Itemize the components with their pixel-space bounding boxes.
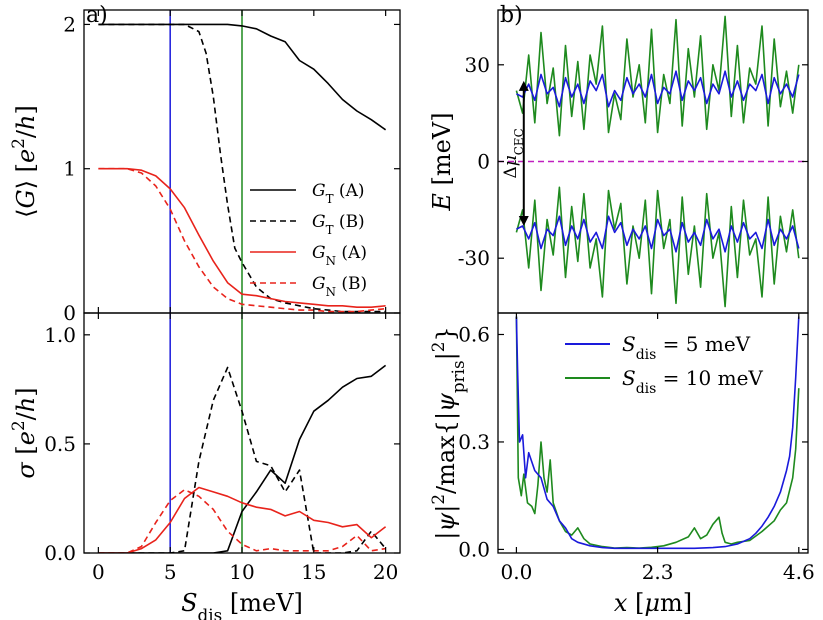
panels: 0 1 2 ⟨G⟩ [e2/h] GT (A) GT (B) GN (A) GN (B) 0 5 1… — [8, 9, 815, 620]
ytick-label-a_top-1: 1 — [63, 157, 76, 181]
xtick-label-b_bottom-1: 2.3 — [642, 560, 674, 584]
series-b_bottom-0 — [515, 316, 800, 550]
series-a_bottom-1 — [98, 366, 387, 553]
legend-b-label-0: Sdis = 5 meV — [622, 332, 751, 363]
panel-a_top: 0 1 2 ⟨G⟩ [e2/h] GT (A) GT (B) GN (A) GN (B) — [8, 9, 401, 325]
ylabel-b_bottom: |ψ|2/max{|ψpris|2} — [428, 326, 468, 539]
xtick-label-b_bottom-0: 0.0 — [501, 560, 533, 584]
series-a_bottom-3 — [98, 488, 386, 553]
ytick-label-b_top-1: 0 — [477, 150, 490, 174]
annotation-label: ΔμCEC — [501, 128, 526, 178]
xlabel-b_bottom: x [μm] — [614, 589, 692, 617]
panel-b_top: -30 0 30 E [meV] ΔμCEC — [428, 9, 809, 314]
ylabel-b_top: E [meV] — [428, 112, 456, 211]
series-b_top-0 — [516, 70, 800, 108]
xtick-label-a_bottom-0: 0 — [92, 560, 105, 584]
legend-a-label-1: GT (B) — [312, 212, 365, 237]
series-a_top-3 — [98, 167, 386, 313]
ytick-label-b_bottom-0: 0.0 — [458, 537, 490, 561]
ytick-label-b_top-0: -30 — [458, 246, 490, 270]
series-a_bottom-2 — [98, 486, 387, 553]
plot-area-a_top — [98, 10, 387, 313]
legend-a-label-3: GN (B) — [312, 274, 367, 299]
series-b_top-0-mirror — [516, 215, 800, 253]
annotation-arrow-head-up — [518, 80, 529, 91]
xtick-label-a_bottom-4: 20 — [373, 560, 398, 584]
ylabel-a_top: ⟨G⟩ [e2/h] — [8, 105, 40, 218]
xtick-label-b_bottom-2: 4.6 — [783, 560, 815, 584]
legend-a-label-0: GT (A) — [312, 181, 364, 206]
xtick-label-a_bottom-1: 5 — [164, 560, 177, 584]
series-a_bottom-0 — [98, 364, 387, 553]
ytick-label-b_top-2: 30 — [465, 53, 490, 77]
panel-a_bottom: 0 5 10 15 20 0.0 0.5 1.0 σ [e2/h] Sdis [meV] — [8, 312, 401, 620]
plot-area-b_bottom — [515, 316, 800, 550]
legend-b-label-1: Sdis = 10 meV — [622, 366, 763, 397]
annotation-delta-mu: ΔμCEC — [501, 80, 529, 226]
xtick-label-a_bottom-2: 10 — [229, 560, 254, 584]
series-a_top-2 — [98, 167, 386, 309]
series-a_top-0 — [98, 23, 387, 131]
frame-b_bottom — [497, 312, 809, 554]
panel-label-a: a) — [86, 3, 108, 28]
ytick-label-a_top-0: 0 — [63, 301, 76, 325]
ylabel-a_bottom: σ [e2/h] — [8, 387, 40, 478]
series-a_top-1 — [98, 23, 386, 313]
panel-label-b: b) — [500, 3, 523, 28]
panel-b_bottom: 0.0 2.3 4.6 0.0 0.3 0.6|ψ|2/max{|ψpris|2} x [μ… — [428, 312, 815, 617]
ytick-label-b_bottom-1: 0.3 — [458, 430, 490, 454]
annotation-arrow-head-down — [518, 215, 529, 226]
ytick-label-a_bottom-2: 1.0 — [44, 323, 76, 347]
xlabel-a_bottom: Sdis [meV] — [181, 589, 303, 620]
plot-area-a_bottom — [98, 313, 387, 553]
ytick-label-a_bottom-1: 0.5 — [44, 432, 76, 456]
legend-a: GT (A) GT (B) GN (A) GN (B) — [250, 181, 367, 299]
ytick-label-a_top-2: 2 — [63, 12, 76, 36]
legend-a-label-2: GN (A) — [312, 243, 367, 268]
ytick-label-a_bottom-0: 0.0 — [44, 541, 76, 565]
series-b_top-1 — [515, 15, 800, 137]
ytick-label-b_bottom-2: 0.6 — [458, 322, 490, 346]
series-b_top-1-mirror — [515, 186, 800, 308]
xtick-label-a_bottom-3: 15 — [301, 560, 326, 584]
plot-area-b_top — [498, 15, 808, 308]
